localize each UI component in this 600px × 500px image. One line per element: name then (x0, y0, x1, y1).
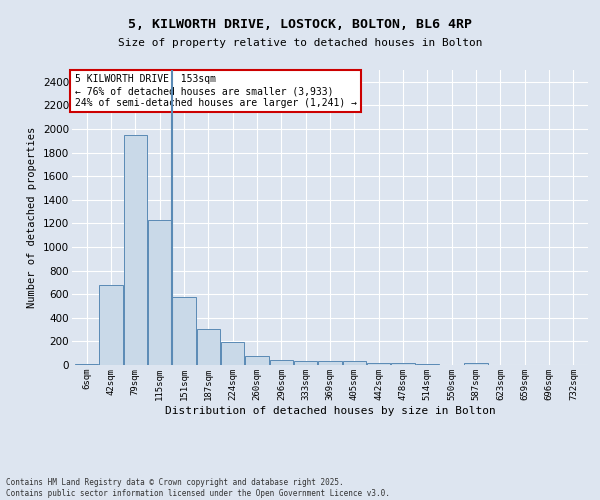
Bar (416, 364, 439, 365)
Bar (270, 360, 293, 365)
Y-axis label: Number of detached properties: Number of detached properties (28, 127, 37, 308)
Bar (294, 360, 317, 365)
Bar (75, 364, 98, 365)
Bar (367, 363, 390, 365)
Text: 5, KILWORTH DRIVE, LOSTOCK, BOLTON, BL6 4RP: 5, KILWORTH DRIVE, LOSTOCK, BOLTON, BL6 … (128, 18, 472, 30)
Bar (464, 362, 488, 365)
Bar (124, 135, 147, 365)
Bar (197, 329, 220, 365)
Text: Contains HM Land Registry data © Crown copyright and database right 2025.
Contai: Contains HM Land Registry data © Crown c… (6, 478, 390, 498)
Bar (221, 342, 244, 365)
Bar (343, 362, 366, 365)
Bar (245, 356, 269, 365)
X-axis label: Distribution of detached houses by size in Bolton: Distribution of detached houses by size … (164, 406, 496, 415)
Bar (391, 362, 415, 365)
Text: 5 KILWORTH DRIVE: 153sqm
← 76% of detached houses are smaller (3,933)
24% of sem: 5 KILWORTH DRIVE: 153sqm ← 76% of detach… (74, 74, 356, 108)
Bar (148, 220, 171, 365)
Bar (319, 361, 341, 365)
Text: Size of property relative to detached houses in Bolton: Size of property relative to detached ho… (118, 38, 482, 48)
Bar (172, 297, 196, 365)
Bar (100, 285, 122, 365)
